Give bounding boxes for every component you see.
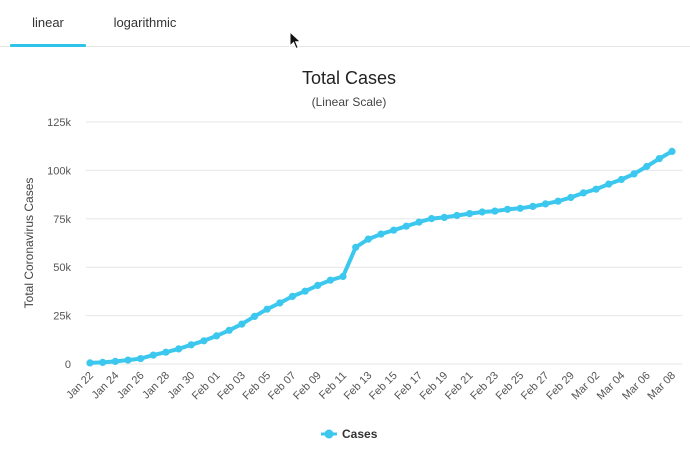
y-tick-label: 50k bbox=[53, 262, 71, 274]
data-point[interactable] bbox=[238, 320, 246, 328]
y-tick-label: 0 bbox=[65, 359, 71, 371]
chart-title: Total Cases bbox=[302, 68, 396, 88]
data-point[interactable] bbox=[440, 213, 448, 221]
chart-scale-tabs: linear logarithmic bbox=[0, 0, 690, 47]
data-point[interactable] bbox=[86, 359, 94, 367]
y-tick-label: 75k bbox=[53, 214, 71, 226]
x-tick-label: Jan 24 bbox=[90, 370, 122, 402]
data-point[interactable] bbox=[592, 185, 600, 193]
data-point[interactable] bbox=[314, 281, 322, 289]
tab-linear[interactable]: linear bbox=[10, 0, 86, 47]
data-point[interactable] bbox=[529, 202, 537, 210]
y-tick-label: 125k bbox=[47, 117, 71, 129]
data-point[interactable] bbox=[630, 170, 638, 178]
data-point[interactable] bbox=[352, 243, 360, 251]
data-point[interactable] bbox=[541, 200, 550, 208]
data-point[interactable] bbox=[415, 218, 423, 226]
x-tick-label: Jan 22 bbox=[64, 370, 96, 402]
data-point[interactable] bbox=[187, 341, 195, 349]
y-tick-label: 100k bbox=[47, 165, 71, 177]
data-point[interactable] bbox=[149, 351, 157, 359]
data-point[interactable] bbox=[175, 345, 183, 353]
series-line-cases bbox=[88, 149, 674, 365]
data-point[interactable] bbox=[516, 204, 524, 212]
data-point[interactable] bbox=[554, 197, 562, 205]
data-point[interactable] bbox=[276, 299, 284, 307]
data-point[interactable] bbox=[390, 226, 398, 234]
x-tick-label: Jan 28 bbox=[140, 370, 172, 402]
mouse-cursor-icon bbox=[289, 31, 302, 50]
y-tick-label: 25k bbox=[53, 311, 71, 323]
data-point[interactable] bbox=[617, 175, 626, 184]
data-point[interactable] bbox=[478, 208, 486, 216]
x-tick-label: Jan 26 bbox=[115, 370, 147, 402]
y-axis-ticks: 0 25k 50k 75k 100k 125k bbox=[47, 117, 71, 371]
data-point[interactable] bbox=[567, 193, 575, 202]
data-point[interactable] bbox=[250, 312, 259, 320]
data-point[interactable] bbox=[364, 235, 372, 243]
legend-label-cases: Cases bbox=[342, 427, 378, 441]
legend-marker-icon bbox=[324, 429, 334, 439]
data-point[interactable] bbox=[377, 230, 385, 238]
data-point[interactable] bbox=[124, 356, 132, 364]
data-point[interactable] bbox=[579, 189, 588, 197]
y-axis-title: Total Coronavirus Cases bbox=[22, 178, 36, 309]
data-point[interactable] bbox=[668, 147, 676, 155]
data-point[interactable] bbox=[225, 326, 233, 334]
data-point[interactable] bbox=[655, 155, 663, 163]
data-point[interactable] bbox=[339, 272, 347, 281]
data-point[interactable] bbox=[643, 162, 651, 171]
data-point[interactable] bbox=[491, 207, 499, 215]
tab-logarithmic[interactable]: logarithmic bbox=[113, 15, 177, 30]
data-point[interactable] bbox=[288, 292, 296, 300]
data-point[interactable] bbox=[263, 305, 271, 313]
data-point[interactable] bbox=[402, 222, 410, 230]
data-point[interactable] bbox=[503, 205, 512, 213]
data-point[interactable] bbox=[162, 348, 170, 356]
data-point[interactable] bbox=[466, 210, 474, 218]
data-point[interactable] bbox=[212, 332, 221, 340]
data-point[interactable] bbox=[301, 287, 309, 295]
data-point[interactable] bbox=[605, 180, 613, 188]
grid-lines bbox=[86, 121, 682, 365]
x-tick-label: Mar 08 bbox=[645, 370, 678, 403]
x-tick-label: Feb 09 bbox=[291, 370, 324, 403]
data-point[interactable] bbox=[111, 357, 119, 365]
data-point[interactable] bbox=[200, 337, 208, 345]
data-point[interactable] bbox=[137, 355, 145, 363]
series-markers bbox=[86, 147, 676, 367]
data-point[interactable] bbox=[453, 211, 461, 220]
legend[interactable]: Cases bbox=[321, 427, 378, 441]
data-point[interactable] bbox=[99, 358, 107, 366]
chart-subtitle: (Linear Scale) bbox=[312, 95, 387, 109]
data-point[interactable] bbox=[428, 215, 436, 223]
data-point[interactable] bbox=[326, 276, 334, 284]
